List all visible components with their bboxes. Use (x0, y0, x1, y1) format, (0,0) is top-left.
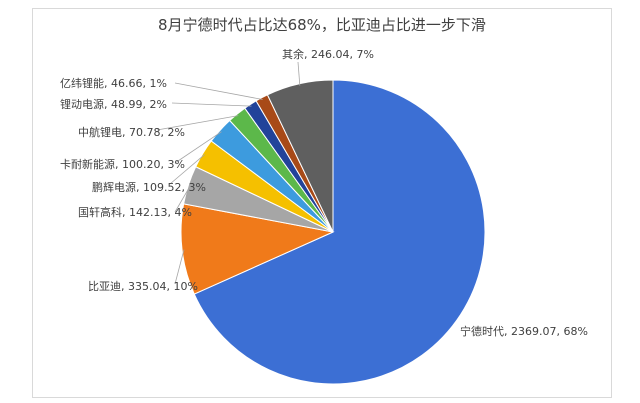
data-label-4: 鹏辉电源, 109.52, 3% (92, 180, 206, 194)
data-label-3: 国轩高科, 142.13, 4% (78, 205, 192, 219)
data-label-2: 比亚迪, 335.04, 10% (88, 280, 198, 293)
data-label-1: 宁德时代, 2369.07, 68% (460, 324, 588, 338)
data-label-7: 锂动电源, 48.99, 2% (60, 97, 167, 111)
pie-slice-2 (180, 203, 335, 295)
leader-line-9 (297, 61, 301, 86)
leader-line-7 (171, 102, 252, 107)
data-label-9: 其余, 246.04, 7% (282, 47, 374, 61)
leader-line-5 (174, 131, 222, 164)
leader-line-6 (156, 115, 239, 131)
leader-line-3 (174, 185, 191, 213)
data-label-8: 亿纬锂能, 46.66, 1% (60, 76, 167, 90)
pie-slice-1 (193, 79, 486, 385)
leader-line-2 (174, 249, 185, 285)
leader-line-4 (169, 154, 205, 185)
leader-line-8 (174, 82, 263, 100)
data-label-5: 卡耐新能源, 100.20, 3% (60, 157, 185, 171)
data-label-6: 中航锂电, 70.78, 2% (78, 125, 185, 139)
chart-title: 8月宁德时代占比达68%，比亚迪占比进一步下滑 (158, 16, 486, 34)
